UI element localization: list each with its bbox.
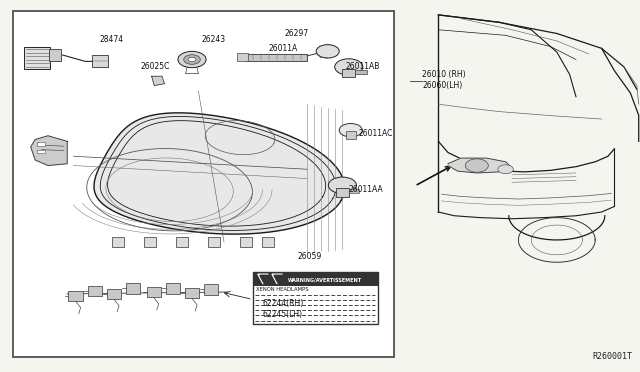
- Circle shape: [498, 165, 513, 174]
- Text: 26025C: 26025C: [141, 62, 170, 71]
- Bar: [176, 237, 188, 247]
- Text: XENON HEADLAMPS: XENON HEADLAMPS: [256, 287, 308, 292]
- Polygon shape: [274, 275, 284, 285]
- Circle shape: [316, 45, 339, 58]
- Polygon shape: [152, 76, 164, 86]
- Bar: [342, 69, 355, 77]
- Bar: [253, 272, 378, 286]
- Bar: [246, 54, 307, 61]
- Circle shape: [328, 177, 356, 193]
- Bar: [68, 291, 83, 301]
- Bar: [346, 131, 356, 139]
- Bar: [49, 49, 61, 61]
- Text: 26011A: 26011A: [269, 44, 298, 53]
- Bar: [240, 237, 252, 247]
- Bar: [208, 237, 220, 247]
- Bar: [37, 150, 45, 153]
- Polygon shape: [448, 158, 512, 173]
- Bar: [349, 189, 359, 193]
- Polygon shape: [94, 113, 345, 234]
- Circle shape: [339, 124, 362, 137]
- Polygon shape: [31, 136, 67, 166]
- Bar: [92, 55, 108, 67]
- Text: 26010 (RH): 26010 (RH): [422, 70, 466, 79]
- Circle shape: [184, 55, 200, 64]
- Circle shape: [335, 59, 363, 75]
- Bar: [166, 283, 180, 294]
- Text: 62245(LH): 62245(LH): [262, 310, 303, 319]
- Polygon shape: [260, 275, 270, 285]
- Text: 62244(RH): 62244(RH): [262, 299, 303, 308]
- Text: 26011AB: 26011AB: [346, 62, 380, 71]
- Text: 26297: 26297: [285, 29, 309, 38]
- Circle shape: [465, 159, 488, 172]
- Text: 26060(LH): 26060(LH): [422, 81, 463, 90]
- Polygon shape: [272, 274, 282, 284]
- Bar: [204, 284, 218, 295]
- Text: 28474: 28474: [99, 35, 124, 44]
- Bar: [237, 53, 248, 61]
- Text: 26243: 26243: [202, 35, 226, 44]
- Polygon shape: [258, 274, 268, 284]
- Bar: [37, 142, 45, 146]
- Text: WARNING/AVERTISSEMENT: WARNING/AVERTISSEMENT: [288, 277, 362, 282]
- Bar: [13, 11, 394, 357]
- Circle shape: [178, 51, 206, 68]
- Bar: [262, 237, 274, 247]
- Circle shape: [188, 57, 196, 62]
- Bar: [336, 188, 349, 197]
- Bar: [112, 237, 124, 247]
- Bar: [88, 286, 102, 296]
- Bar: [107, 289, 121, 299]
- Bar: [253, 272, 378, 324]
- Text: 26059: 26059: [298, 252, 322, 261]
- Bar: [147, 287, 161, 297]
- Text: 26011AC: 26011AC: [358, 129, 393, 138]
- Bar: [126, 283, 140, 294]
- Bar: [355, 70, 367, 74]
- Text: 26011AA: 26011AA: [349, 185, 383, 194]
- Bar: [144, 237, 156, 247]
- Bar: [24, 47, 50, 69]
- Text: R260001T: R260001T: [593, 352, 632, 361]
- Bar: [185, 288, 199, 298]
